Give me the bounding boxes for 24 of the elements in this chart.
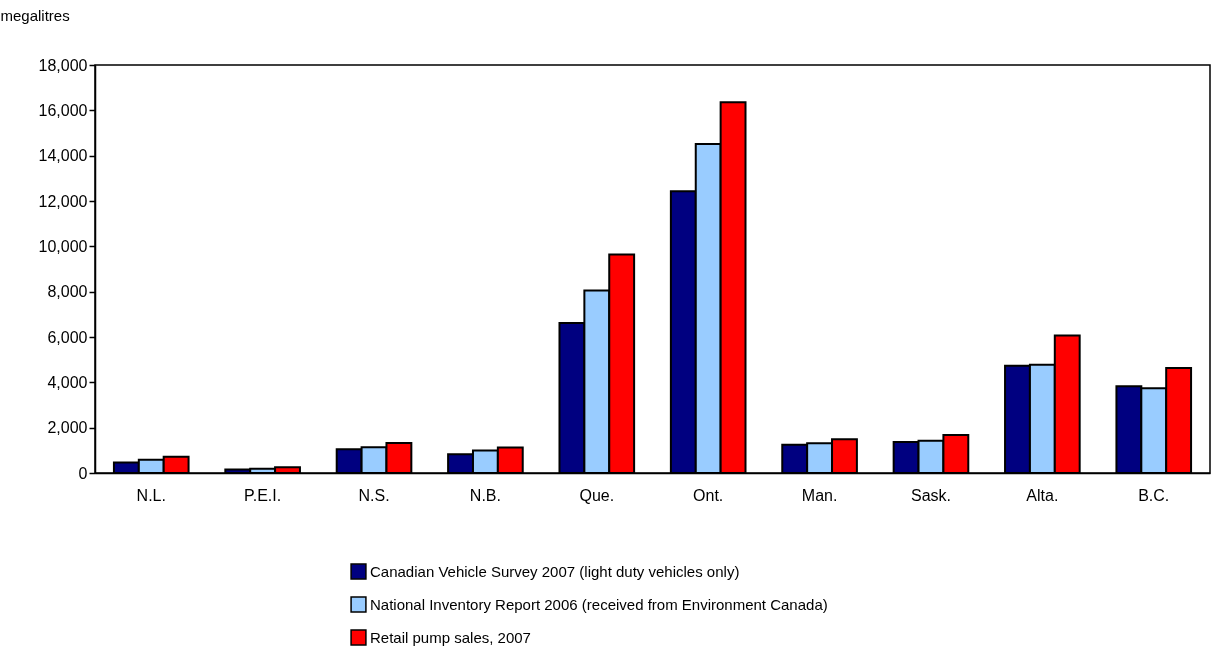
- y-tick-label: 16,000: [38, 101, 88, 119]
- x-tick-label: Ont.: [693, 486, 724, 504]
- y-tick-label: 0: [78, 464, 88, 482]
- legend-label: National Inventory Report 2006 (received from Environment Canada): [370, 595, 828, 613]
- x-tick-label: N.B.: [469, 486, 501, 504]
- legend-label: Canadian Vehicle Survey 2007 (light duty vehicles only): [370, 562, 740, 580]
- y-axis-title: megalitres: [0, 6, 70, 24]
- x-tick-label: B.C.: [1138, 486, 1170, 504]
- y-tick-label: 10,000: [38, 237, 88, 255]
- x-tick-label: Man.: [801, 486, 838, 504]
- y-tick-label: 18,000: [38, 56, 88, 74]
- y-tick-label: 12,000: [38, 192, 88, 210]
- y-tick-label: 8,000: [47, 283, 88, 301]
- x-tick-label: Que.: [579, 486, 615, 504]
- y-tick-label: 4,000: [47, 373, 88, 391]
- x-tick-label: N.L.: [136, 486, 166, 504]
- y-tick-label: 2,000: [47, 419, 88, 437]
- legend-label: Retail pump sales, 2007: [370, 628, 531, 646]
- x-tick-label: N.S.: [358, 486, 390, 504]
- x-tick-label: Sask.: [910, 486, 951, 504]
- x-tick-label: P.E.I.: [244, 486, 282, 504]
- y-tick-label: 6,000: [47, 328, 88, 346]
- x-tick-label: Alta.: [1026, 486, 1059, 504]
- y-tick-label: 14,000: [38, 147, 88, 165]
